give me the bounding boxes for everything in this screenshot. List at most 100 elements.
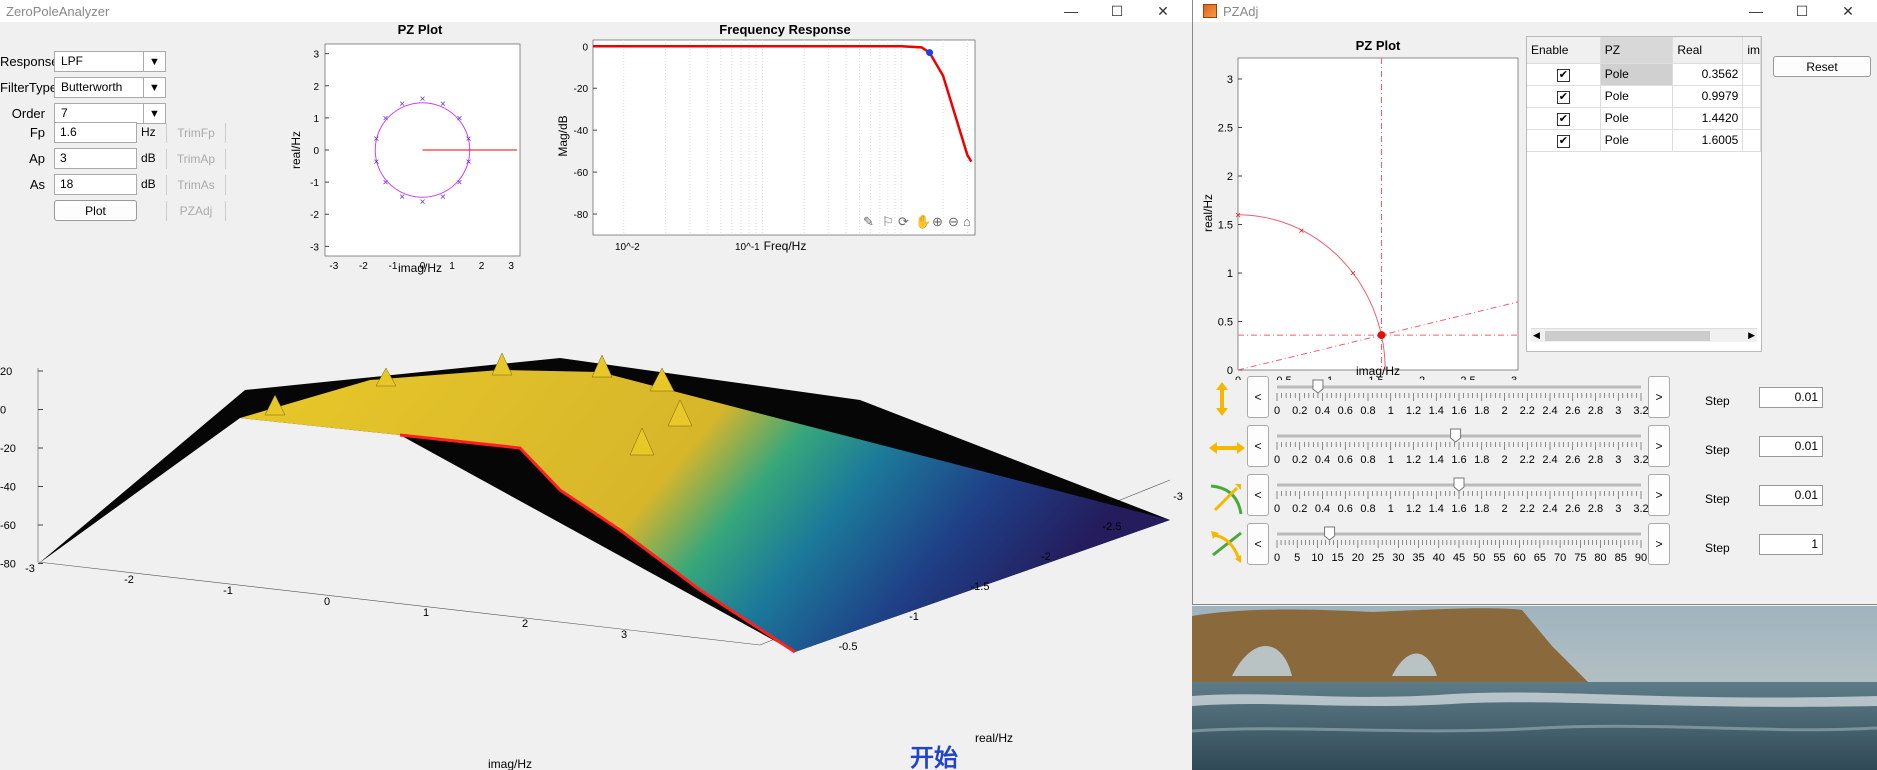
table-row[interactable]: ✔ Pole 0.9979: [1527, 85, 1761, 108]
trimap-button[interactable]: TrimAp: [166, 149, 226, 169]
reset-button[interactable]: Reset: [1773, 56, 1871, 77]
slider-tick-label: 75: [1574, 552, 1586, 564]
slider-thumb[interactable]: [1324, 526, 1336, 541]
slider-increment-button[interactable]: >: [1648, 376, 1670, 418]
table-header-enable[interactable]: Enable: [1527, 37, 1601, 64]
close-button[interactable]: ✕: [1157, 2, 1169, 19]
slider-thumb[interactable]: [1450, 428, 1462, 443]
brush-icon[interactable]: ✎: [863, 214, 874, 229]
pzadj-ytick: 3: [1227, 74, 1233, 86]
step-input[interactable]: 0.01: [1759, 436, 1823, 457]
table-row[interactable]: ✔ Pole 1.6005: [1527, 129, 1761, 152]
enable-checkbox[interactable]: ✔: [1556, 112, 1570, 126]
enable-checkbox[interactable]: ✔: [1556, 68, 1570, 82]
enable-cell[interactable]: ✔: [1527, 107, 1601, 130]
step-input[interactable]: 1: [1759, 534, 1823, 555]
scrollbar-thumb[interactable]: [1545, 331, 1710, 341]
pzadj-button[interactable]: PZAdj: [166, 201, 226, 221]
enable-cell[interactable]: ✔: [1527, 85, 1601, 108]
maximize-button[interactable]: ☐: [1795, 2, 1809, 19]
slider-track[interactable]: 0 0.2 0.4 0.6 0.8 1 1.2 1.4 1.6 1.8 2 2.2 2.4 2.6 2.8 3…: [1273, 425, 1653, 469]
slider-tick-label: 2: [1501, 454, 1507, 466]
zoom-out-icon[interactable]: ⊖: [948, 214, 959, 229]
slider-track[interactable]: 0 0.2 0.4 0.6 0.8 1 1.2 1.4 1.6 1.8 2 2.2 2.4 2.6 2.8 3…: [1273, 376, 1653, 420]
table-hscrollbar[interactable]: ◀ ▶: [1531, 328, 1757, 342]
slider-decrement-button[interactable]: <: [1247, 474, 1269, 516]
real-cell[interactable]: 1.4420: [1672, 107, 1744, 130]
minimize-button[interactable]: —: [1749, 3, 1763, 19]
zoom-in-icon[interactable]: ⊕: [932, 214, 943, 229]
pole-marker: ×: [466, 134, 472, 145]
slider-thumb[interactable]: [1312, 379, 1324, 394]
enable-cell[interactable]: ✔: [1527, 63, 1601, 86]
step-label: Step: [1705, 492, 1730, 506]
order-select[interactable]: 7 ▼: [54, 103, 166, 124]
pz-cell[interactable]: Pole: [1600, 85, 1674, 108]
slider-increment-button[interactable]: >: [1648, 523, 1670, 565]
slider-tick-label: 2.2: [1520, 503, 1535, 515]
surface-ylabel: real/Hz: [975, 731, 1013, 745]
table-header-real[interactable]: Real: [1672, 37, 1744, 64]
table-header-im[interactable]: im: [1742, 37, 1761, 64]
pz-cell[interactable]: Pole: [1600, 107, 1674, 130]
pzadj-xtick: 2: [1419, 375, 1425, 380]
pole-marker: ×: [1299, 226, 1305, 237]
slider-decrement-button[interactable]: <: [1247, 425, 1269, 467]
trimfp-button[interactable]: TrimFp: [166, 123, 226, 143]
slider-tick-label: 2.4: [1542, 454, 1557, 466]
minimize-button[interactable]: —: [1064, 3, 1078, 19]
slider-track[interactable]: 0 5 10 15 20 25 30 35 40 45 50 55 60 65 70 75 80 85 90: [1273, 523, 1653, 567]
maximize-button[interactable]: ☐: [1110, 2, 1124, 19]
rotate-icon[interactable]: ⟳: [898, 214, 909, 229]
step-input[interactable]: 0.01: [1759, 485, 1823, 506]
fp-input[interactable]: 1.6: [54, 122, 137, 143]
im-cell[interactable]: [1742, 107, 1761, 130]
table-row[interactable]: ✔ Pole 0.3562: [1527, 63, 1761, 86]
pzadj-window: PZAdj — ☐ ✕ PZ Plot 32.521.510.5000.511.…: [1192, 0, 1877, 605]
pz-cell[interactable]: Pole: [1600, 129, 1674, 152]
real-cell[interactable]: 0.3562: [1672, 63, 1744, 86]
as-input[interactable]: 18: [54, 174, 137, 195]
ap-input[interactable]: 3: [54, 148, 137, 169]
response-select[interactable]: LPF ▼: [54, 51, 166, 72]
real-cell[interactable]: 1.6005: [1672, 129, 1744, 152]
table-header-pz[interactable]: PZ: [1600, 37, 1674, 64]
surface-xtick: -2: [124, 574, 134, 586]
slider-thumb[interactable]: [1453, 477, 1465, 492]
slider-track[interactable]: 0 0.2 0.4 0.6 0.8 1 1.2 1.4 1.6 1.8 2 2.2 2.4 2.6 2.8 3…: [1273, 474, 1653, 518]
pan-hand-icon[interactable]: ✋: [915, 214, 931, 229]
pzadj-xtick: 0: [1235, 375, 1241, 380]
enable-cell[interactable]: ✔: [1527, 129, 1601, 152]
slider-tick-label: 3.2: [1633, 454, 1648, 466]
pz-cell[interactable]: Pole: [1600, 63, 1674, 86]
slider-tick-label: 3.2: [1633, 503, 1648, 515]
plot-button[interactable]: Plot: [54, 200, 137, 221]
im-cell[interactable]: [1742, 63, 1761, 86]
slider-increment-button[interactable]: >: [1648, 474, 1670, 516]
enable-checkbox[interactable]: ✔: [1556, 90, 1570, 104]
slider-decrement-button[interactable]: <: [1247, 523, 1269, 565]
step-input[interactable]: 0.01: [1759, 387, 1823, 408]
slider-tick-label: 80: [1594, 552, 1606, 564]
table-row[interactable]: ✔ Pole 1.4420: [1527, 107, 1761, 130]
pz-table[interactable]: Enable PZ Real im ✔ Pole 0.3562 ✔ Pole 0.9979…: [1526, 36, 1762, 352]
filtertype-label: FilterType: [0, 80, 58, 95]
datatip-icon[interactable]: ⚐: [882, 214, 894, 229]
pole-marker: ×: [440, 99, 446, 110]
close-button[interactable]: ✕: [1842, 2, 1854, 19]
slider-tick-label: 1: [1388, 405, 1394, 417]
pole-marker: ×: [440, 192, 446, 203]
slider-decrement-button[interactable]: <: [1247, 376, 1269, 418]
selected-pole[interactable]: [1377, 331, 1386, 340]
trimas-button[interactable]: TrimAs: [166, 175, 226, 195]
im-cell[interactable]: [1742, 85, 1761, 108]
filtertype-select[interactable]: Butterworth ▼: [54, 77, 166, 98]
im-cell[interactable]: [1742, 129, 1761, 152]
pole-marker: ×: [420, 197, 426, 208]
order-value: 7: [61, 106, 68, 120]
slider-tick-label: 90: [1635, 552, 1647, 564]
real-cell[interactable]: 0.9979: [1672, 85, 1744, 108]
enable-checkbox[interactable]: ✔: [1556, 134, 1570, 148]
slider-increment-button[interactable]: >: [1648, 425, 1670, 467]
home-icon[interactable]: ⌂: [963, 214, 971, 229]
